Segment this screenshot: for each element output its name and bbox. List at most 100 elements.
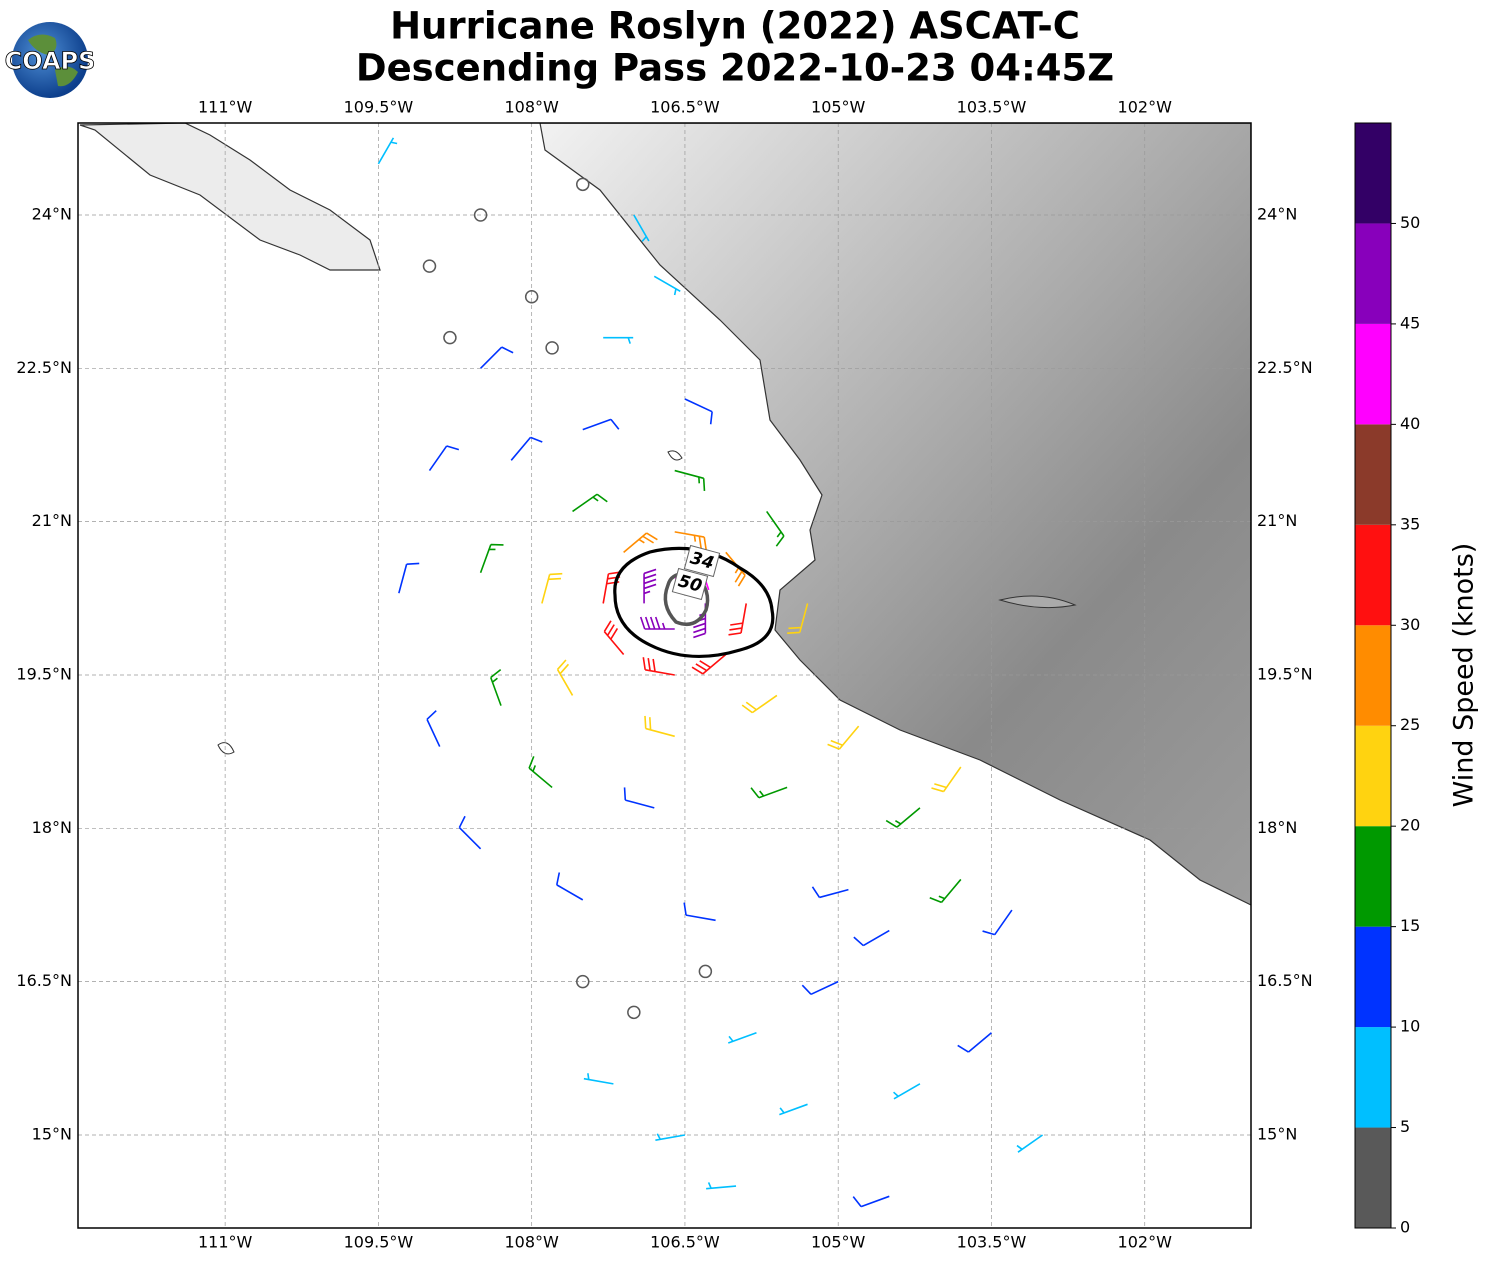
colorbar-frame — [1354, 122, 1392, 1229]
x-tick-label: 106.5°W — [650, 98, 720, 117]
wind-barb — [639, 616, 675, 630]
title-line: Hurricane Roslyn (2022) ASCAT-C — [390, 5, 1080, 48]
colorbar-tick-label: 45 — [1400, 313, 1420, 332]
wind-barbs — [377, 137, 1044, 1208]
y-tick-label: 15°N — [32, 1124, 72, 1143]
colorbar-tick-label: 10 — [1400, 1017, 1420, 1036]
wind-barb — [684, 398, 713, 425]
colorbar-tick-label: 0 — [1400, 1218, 1410, 1237]
baja-california — [79, 123, 381, 271]
calm-barb — [443, 330, 457, 345]
lake — [998, 595, 1077, 609]
wind-barb — [428, 445, 460, 472]
wind-barb — [852, 1195, 890, 1208]
colorbar-segment — [1355, 826, 1391, 927]
contour-label-box — [671, 567, 709, 601]
x-tick-label: 102°W — [1118, 98, 1173, 117]
wind-barb — [541, 572, 563, 604]
calm-barb — [576, 177, 590, 192]
colorbar-tick-label: 5 — [1400, 1117, 1410, 1136]
wind-barb — [556, 659, 574, 696]
wind-barb — [691, 653, 727, 675]
y-tick-label: 22.5°N — [16, 358, 72, 377]
calm-barb — [545, 341, 559, 355]
logo-land — [28, 34, 78, 87]
logo: COAPS — [4, 22, 96, 98]
colorbar-segment — [1355, 123, 1391, 224]
wind-barb — [957, 1032, 992, 1053]
colorbar-label: Wind Speed (knots) — [1449, 543, 1480, 808]
y-tick-label: 19.5°N — [1257, 664, 1313, 683]
wind-barb — [1016, 1134, 1044, 1153]
wind-barb — [750, 786, 788, 799]
wind-barb — [653, 275, 681, 296]
wind-barb — [885, 807, 921, 828]
colorbar-segment — [1355, 1027, 1391, 1128]
wind-barb — [929, 878, 962, 904]
x-tick-label: 109.5°W — [344, 1233, 414, 1252]
wind-barb — [643, 568, 657, 604]
calm-barb — [576, 974, 590, 989]
colorbar-segment — [1355, 524, 1391, 626]
y-tick-label: 24°N — [1257, 204, 1297, 223]
x-tick-label: 102°W — [1118, 1233, 1173, 1252]
wind-barb — [528, 756, 553, 789]
colorbar-segment — [1355, 926, 1391, 1028]
y-tick-label: 21°N — [1257, 511, 1297, 530]
wind-barb — [827, 725, 860, 750]
wind-barb — [480, 346, 514, 369]
colorbar: 0 5 10 15 20 25 30 35 40 45 50 — [1354, 122, 1420, 1237]
wind-barb — [787, 603, 809, 634]
wind-barb — [426, 710, 441, 747]
colorbar-tick-label: 35 — [1400, 514, 1420, 533]
wind-barb — [982, 909, 1013, 936]
colorbar-segment — [1355, 625, 1391, 726]
colorbar-segment — [1355, 725, 1391, 827]
map-frame — [77, 122, 1252, 1229]
colorbar-segment — [1355, 424, 1391, 525]
y-tick-label: 19.5°N — [16, 664, 72, 683]
wind-barb — [582, 418, 620, 431]
x-tick-label: 103.5°W — [957, 98, 1027, 117]
wind-barb — [603, 336, 634, 344]
calm-barb — [698, 964, 713, 979]
wind-barb — [572, 493, 608, 513]
wind-barb — [555, 872, 584, 901]
contour-label-box — [683, 544, 721, 578]
tick-labels: 111°W 111°W 109.5°W 109.5°W 108°W 108°W 106.5°… — [16, 98, 1312, 1252]
calm-barb — [422, 259, 437, 273]
x-tick-label: 105°W — [811, 98, 866, 117]
wind-barb — [811, 886, 849, 899]
calm-barb — [473, 208, 488, 222]
x-tick-label: 108°W — [504, 1233, 559, 1252]
mainland — [539, 123, 1251, 906]
wind-barb — [377, 137, 398, 165]
x-tick-label: 111°W — [198, 98, 253, 117]
wind-barb — [741, 694, 778, 714]
wind-barb — [633, 214, 650, 242]
wind-barb — [931, 766, 962, 793]
colorbar-tick-label: 40 — [1400, 414, 1420, 433]
x-tick-label: 109.5°W — [344, 98, 414, 117]
colorbar-segment — [1355, 223, 1391, 324]
calm-barb — [524, 290, 539, 304]
x-tick-label: 106.5°W — [650, 1233, 720, 1252]
colorbar-tick-label: 30 — [1400, 615, 1420, 634]
wind-barb — [683, 902, 716, 922]
title-line: Descending Pass 2022-10-23 04:45Z — [356, 47, 1114, 90]
wind-radius-contour — [613, 546, 775, 658]
y-tick-label: 22.5°N — [1257, 358, 1313, 377]
y-tick-label: 21°N — [32, 511, 72, 530]
wind-barb — [706, 1182, 737, 1190]
y-tick-label: 24°N — [32, 204, 72, 223]
colorbar-tick-label: 25 — [1400, 715, 1420, 734]
y-tick-label: 15°N — [1257, 1124, 1297, 1143]
wind-barb — [458, 815, 482, 850]
wind-barb — [583, 1073, 614, 1085]
wind-barb — [853, 929, 890, 947]
wind-barb — [674, 531, 707, 550]
wind-barb — [623, 532, 658, 553]
wind-barb — [766, 510, 785, 547]
